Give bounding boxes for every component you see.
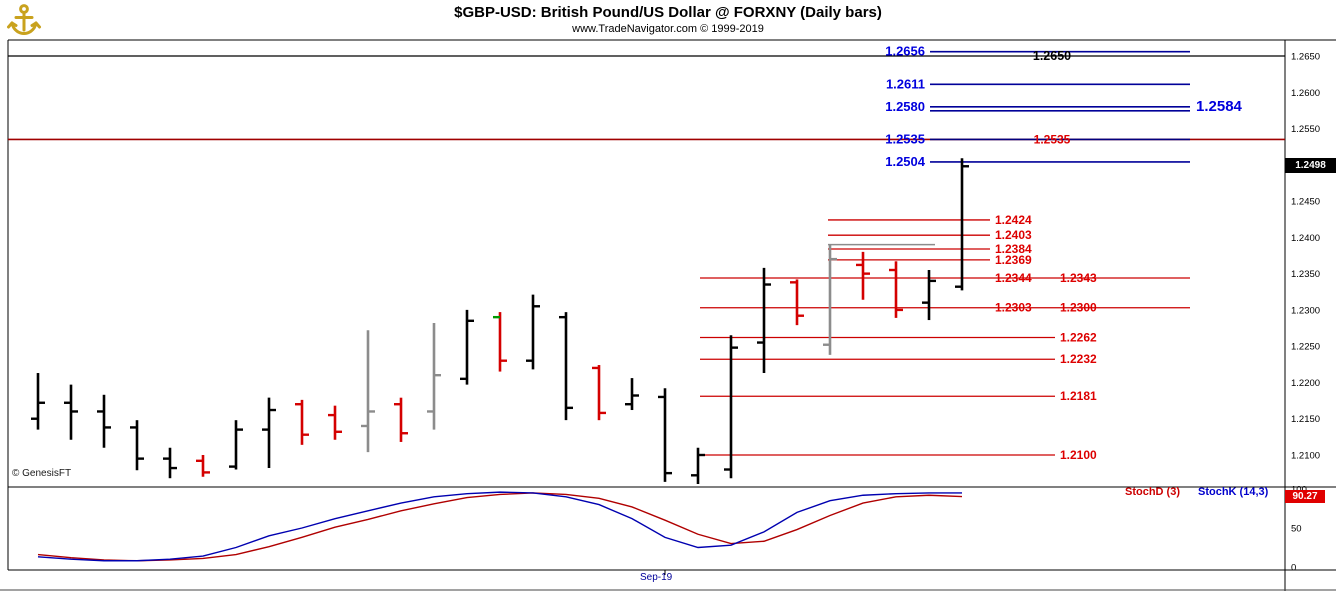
last-price-badge: 1.2498	[1285, 158, 1336, 173]
level-label: 1.2611	[886, 76, 925, 91]
chart-title: $GBP-USD: British Pound/US Dollar @ FORX…	[454, 4, 882, 21]
price-axis-tick-label: 1.2350	[1291, 269, 1320, 280]
price-axis-tick-label: 1.2150	[1291, 414, 1320, 425]
genesis-copyright: © GenesisFT	[12, 468, 72, 479]
level-label: 1.2344	[995, 271, 1032, 285]
price-axis-tick-label: 1.2450	[1291, 197, 1320, 208]
x-axis-date-label: Sep-19	[640, 572, 673, 583]
price-axis-tick-label: 1.2600	[1291, 88, 1320, 99]
level-label: 1.2580	[885, 99, 925, 114]
level-label: 1.2656	[885, 44, 925, 59]
level-label: 1.2424	[995, 213, 1032, 227]
stoch-axis-tick-label: 0	[1291, 563, 1296, 574]
trade-navigator-logo[interactable]	[6, 2, 42, 36]
level-label: 1.2535	[1034, 132, 1071, 146]
level-label: 1.2232	[1060, 352, 1097, 366]
stoch-d-legend-label[interactable]: StochD (3)	[1125, 486, 1180, 498]
stoch-value-badge: 90.27	[1285, 490, 1325, 503]
price-axis-tick-label: 1.2550	[1291, 124, 1320, 135]
level-label: 1.2584	[1196, 98, 1243, 115]
price-axis-tick-label: 1.2200	[1291, 378, 1320, 389]
stoch-axis-tick-label: 50	[1291, 524, 1302, 535]
level-label: 1.2504	[885, 154, 926, 169]
level-label: 1.2343	[1060, 271, 1097, 285]
level-label: 1.2369	[995, 253, 1032, 267]
price-axis-tick-label: 1.2100	[1291, 450, 1320, 461]
anchor-icon	[7, 4, 41, 36]
stoch-d-line	[37, 492, 963, 562]
level-label: 1.2403	[995, 228, 1032, 242]
level-label: 1.2100	[1060, 448, 1097, 462]
price-axis-tick-label: 1.2650	[1291, 52, 1320, 63]
stoch-k-line	[37, 491, 962, 562]
stoch-k-legend-label[interactable]: StochK (14,3)	[1198, 486, 1269, 498]
price-axis-tick-label: 1.2250	[1291, 342, 1320, 353]
price-axis-tick-label: 1.2300	[1291, 305, 1320, 316]
level-label: 1.2384	[995, 242, 1032, 256]
level-label: 1.2262	[1060, 330, 1097, 344]
chart-subtitle: www.TradeNavigator.com © 1999-2019	[572, 23, 764, 35]
level-label: 1.2535	[885, 131, 925, 146]
price-axis-tick-label: 1.2400	[1291, 233, 1320, 244]
level-label: 1.2181	[1060, 389, 1097, 403]
level-label: 1.2650	[1033, 49, 1071, 63]
level-label: 1.2300	[1060, 301, 1097, 315]
level-label: 1.2303	[995, 301, 1032, 315]
